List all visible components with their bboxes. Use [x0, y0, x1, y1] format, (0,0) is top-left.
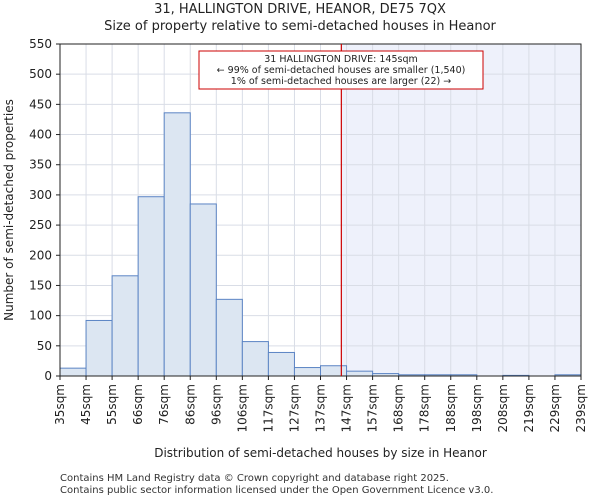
- y-axis-label: Number of semi-detached properties: [2, 99, 16, 321]
- y-tick-label-2: 100: [29, 309, 52, 323]
- annotation-line-2: ← 99% of semi-detached houses are smalle…: [217, 65, 466, 76]
- footer-line-2: Contains public sector information licen…: [60, 485, 494, 496]
- bar-86sqm: [189, 203, 217, 377]
- bar-147sqm: [346, 370, 374, 377]
- bar-127sqm: [293, 367, 322, 377]
- bar-45sqm: [85, 319, 113, 377]
- y-tick-label-0: 0: [44, 369, 52, 383]
- y-tick-label-5: 250: [29, 218, 52, 232]
- bar-117sqm: [267, 351, 295, 377]
- bar-137sqm: [320, 365, 348, 377]
- x-tick-label-86sqm: 86sqm: [183, 384, 197, 425]
- bar-55sqm: [111, 275, 139, 377]
- bar-76sqm: [163, 112, 191, 377]
- x-tick-label-157sqm: 157sqm: [366, 384, 380, 432]
- annotation-box: [198, 50, 484, 90]
- y-tick-label-10: 500: [29, 67, 52, 81]
- y-tick-label-7: 350: [29, 158, 52, 172]
- bar-35sqm: [59, 367, 87, 377]
- x-tick-label-45sqm: 45sqm: [79, 384, 93, 425]
- x-tick-label-55sqm: 55sqm: [105, 384, 119, 425]
- y-tick-label-1: 50: [37, 339, 52, 353]
- x-tick-label-208sqm: 208sqm: [496, 384, 510, 432]
- x-tick-label-96sqm: 96sqm: [209, 384, 223, 425]
- x-axis-label: Distribution of semi-detached houses by …: [154, 446, 487, 460]
- x-tick-label-219sqm: 219sqm: [522, 384, 536, 432]
- y-tick-label-4: 200: [29, 248, 52, 262]
- y-tick-label-9: 450: [29, 97, 52, 111]
- x-tick-label-147sqm: 147sqm: [340, 384, 354, 432]
- larger-region-shade: [341, 44, 581, 376]
- bar-66sqm: [137, 196, 165, 377]
- x-tick-label-76sqm: 76sqm: [157, 384, 171, 425]
- x-tick-label-137sqm: 137sqm: [314, 384, 328, 432]
- footer-line-1: Contains HM Land Registry data © Crown c…: [60, 473, 449, 484]
- bar-96sqm: [215, 298, 243, 377]
- y-tick-label-8: 400: [29, 128, 52, 142]
- x-tick-label-178sqm: 178sqm: [418, 384, 432, 432]
- x-tick-label-198sqm: 198sqm: [470, 384, 484, 432]
- x-tick-label-239sqm: 239sqm: [574, 384, 588, 432]
- x-tick-label-35sqm: 35sqm: [53, 384, 67, 425]
- x-tick-label-127sqm: 127sqm: [287, 384, 301, 432]
- x-tick-label-66sqm: 66sqm: [131, 384, 145, 425]
- chart-title: 31, HALLINGTON DRIVE, HEANOR, DE75 7QX: [154, 2, 446, 17]
- bar-106sqm: [241, 341, 269, 377]
- x-tick-label-168sqm: 168sqm: [392, 384, 406, 432]
- y-tick-label-6: 300: [29, 188, 52, 202]
- annotation-line-1: 31 HALLINGTON DRIVE: 145sqm: [264, 54, 417, 65]
- y-tick-label-11: 550: [29, 37, 52, 51]
- x-tick-label-117sqm: 117sqm: [261, 384, 275, 432]
- chart-subtitle: Size of property relative to semi-detach…: [104, 19, 496, 34]
- x-tick-label-188sqm: 188sqm: [444, 384, 458, 432]
- x-tick-label-229sqm: 229sqm: [548, 384, 562, 432]
- x-tick-label-106sqm: 106sqm: [235, 384, 249, 432]
- annotation-line-3: 1% of semi-detached houses are larger (2…: [231, 76, 451, 87]
- y-tick-label-3: 150: [29, 278, 52, 292]
